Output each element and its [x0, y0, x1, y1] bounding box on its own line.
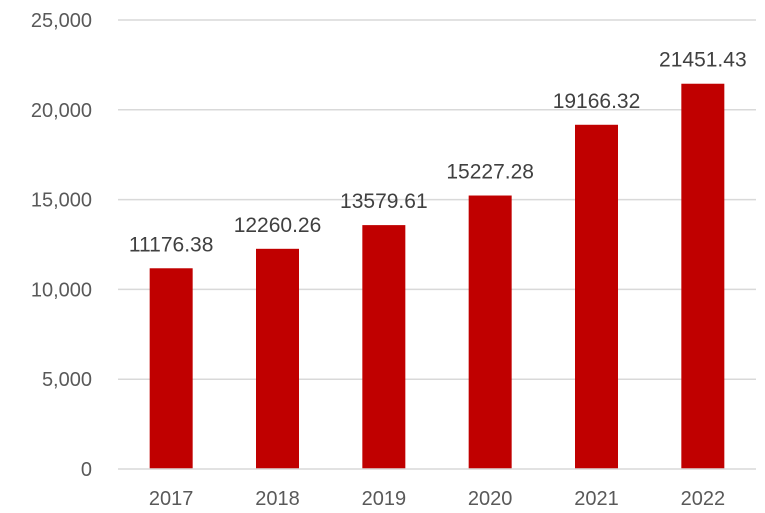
data-label: 11176.38: [129, 233, 213, 256]
data-label: 19166.32: [553, 90, 641, 113]
y-tick-label: 25,000: [31, 10, 92, 32]
x-axis-tick-labels: 2017 2018 2019 2020 2021 2022: [149, 488, 725, 510]
data-label: 12260.26: [234, 214, 322, 237]
y-tick-label: 0: [81, 459, 92, 481]
gridlines: [118, 19, 756, 380]
data-labels: 11176.38 12260.26 13579.61 15227.28 19166.32…: [129, 49, 747, 257]
bar: [256, 248, 299, 469]
bar: [149, 268, 193, 469]
data-label: 21451.43: [659, 49, 747, 72]
x-tick-label: 2019: [362, 488, 407, 510]
data-label: 13579.61: [340, 190, 428, 213]
bar: [362, 225, 406, 469]
bar: [575, 124, 618, 470]
y-tick-label: 20,000: [31, 100, 92, 122]
bar: [468, 195, 512, 469]
x-tick-label: 2021: [574, 488, 619, 510]
y-tick-label: 15,000: [31, 190, 92, 212]
bar: [681, 83, 725, 470]
x-tick-label: 2020: [468, 488, 513, 510]
y-tick-label: 10,000: [31, 279, 92, 301]
x-tick-label: 2017: [149, 488, 194, 510]
x-tick-label: 2022: [681, 488, 726, 510]
bars: [149, 83, 725, 470]
x-tick-label: 2018: [255, 488, 300, 510]
data-label: 15227.28: [446, 161, 534, 184]
y-tick-label: 5,000: [42, 369, 92, 391]
y-axis-tick-labels: 0 5,000 10,000 15,000 20,000 25,000: [31, 10, 92, 481]
